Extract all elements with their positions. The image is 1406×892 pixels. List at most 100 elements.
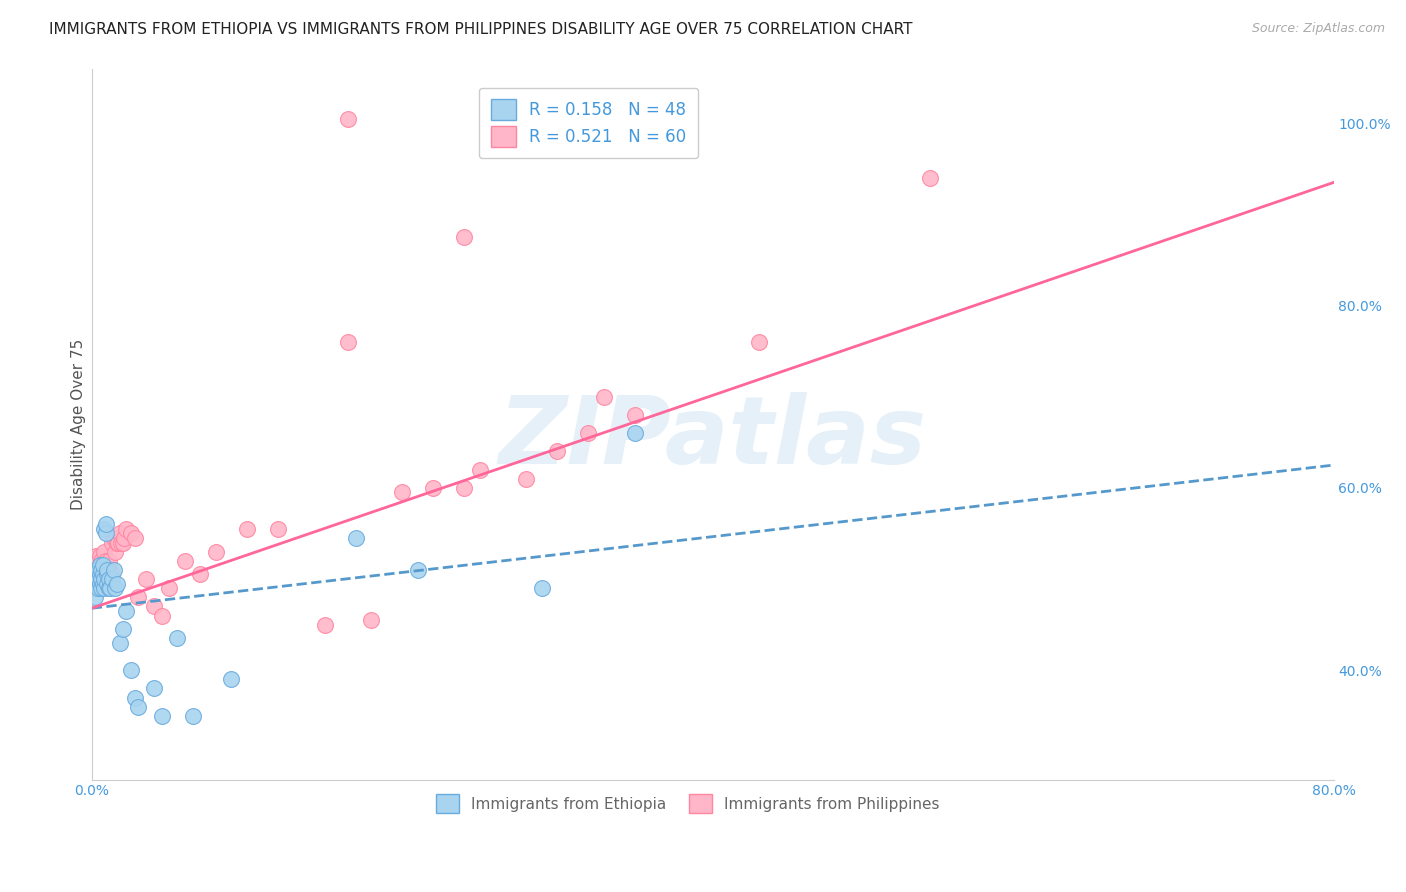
Point <box>83 591 105 605</box>
Point <box>91 558 114 573</box>
Point <box>93 572 115 586</box>
Point <box>150 708 173 723</box>
Point <box>86 567 108 582</box>
Point <box>101 572 124 586</box>
Point <box>91 576 114 591</box>
Point <box>105 576 128 591</box>
Point <box>344 531 367 545</box>
Point <box>89 558 111 573</box>
Point <box>103 563 125 577</box>
Point <box>101 567 124 582</box>
Point <box>127 699 149 714</box>
Point <box>104 544 127 558</box>
Point <box>120 663 142 677</box>
Point <box>422 481 444 495</box>
Text: ZIPatlas: ZIPatlas <box>499 392 927 484</box>
Point <box>89 567 111 582</box>
Point <box>91 567 114 582</box>
Point <box>918 170 941 185</box>
Point <box>314 617 336 632</box>
Point <box>748 334 770 349</box>
Point <box>91 558 114 573</box>
Point <box>127 591 149 605</box>
Point <box>90 554 112 568</box>
Point <box>94 554 117 568</box>
Point <box>453 481 475 495</box>
Point <box>83 572 105 586</box>
Point <box>578 426 600 441</box>
Text: IMMIGRANTS FROM ETHIOPIA VS IMMIGRANTS FROM PHILIPPINES DISABILITY AGE OVER 75 C: IMMIGRANTS FROM ETHIOPIA VS IMMIGRANTS F… <box>49 22 912 37</box>
Text: Source: ZipAtlas.com: Source: ZipAtlas.com <box>1251 22 1385 36</box>
Point <box>120 526 142 541</box>
Point <box>115 522 138 536</box>
Point <box>108 636 131 650</box>
Point <box>360 613 382 627</box>
Point <box>90 563 112 577</box>
Point <box>108 526 131 541</box>
Point <box>87 581 110 595</box>
Point <box>97 572 120 586</box>
Point <box>110 535 132 549</box>
Point <box>93 544 115 558</box>
Point <box>124 690 146 705</box>
Point <box>96 576 118 591</box>
Legend: Immigrants from Ethiopia, Immigrants from Philippines: Immigrants from Ethiopia, Immigrants fro… <box>423 782 952 825</box>
Point <box>157 581 180 595</box>
Point <box>142 681 165 696</box>
Point <box>94 517 117 532</box>
Point <box>593 390 616 404</box>
Point <box>624 426 647 441</box>
Point <box>90 581 112 595</box>
Point <box>87 572 110 586</box>
Point <box>468 463 491 477</box>
Point <box>107 535 129 549</box>
Point <box>174 554 197 568</box>
Point <box>336 112 359 126</box>
Point <box>142 599 165 614</box>
Point <box>86 567 108 582</box>
Point <box>111 622 134 636</box>
Point <box>205 544 228 558</box>
Point <box>104 581 127 595</box>
Point <box>89 576 111 591</box>
Point <box>89 558 111 573</box>
Point <box>236 522 259 536</box>
Point <box>101 535 124 549</box>
Point <box>105 535 128 549</box>
Point <box>91 567 114 582</box>
Point <box>87 563 110 577</box>
Point <box>86 576 108 591</box>
Point <box>90 563 112 577</box>
Point <box>406 563 429 577</box>
Point <box>135 572 157 586</box>
Point <box>111 535 134 549</box>
Point <box>267 522 290 536</box>
Y-axis label: Disability Age Over 75: Disability Age Over 75 <box>72 338 86 509</box>
Point <box>87 572 110 586</box>
Point <box>530 581 553 595</box>
Point <box>93 554 115 568</box>
Point <box>90 572 112 586</box>
Point <box>86 563 108 577</box>
Point <box>150 608 173 623</box>
Point <box>89 567 111 582</box>
Point <box>181 708 204 723</box>
Point <box>83 572 105 586</box>
Point <box>100 581 122 595</box>
Point <box>93 581 115 595</box>
Point <box>96 567 118 582</box>
Point <box>82 563 104 577</box>
Point <box>391 485 413 500</box>
Point <box>115 604 138 618</box>
Point <box>103 531 125 545</box>
Point <box>624 408 647 422</box>
Point <box>96 563 118 577</box>
Point <box>546 444 568 458</box>
Point <box>515 472 537 486</box>
Point <box>89 549 111 564</box>
Point <box>93 522 115 536</box>
Point <box>112 531 135 545</box>
Point <box>453 230 475 244</box>
Point <box>82 581 104 595</box>
Point <box>86 558 108 573</box>
